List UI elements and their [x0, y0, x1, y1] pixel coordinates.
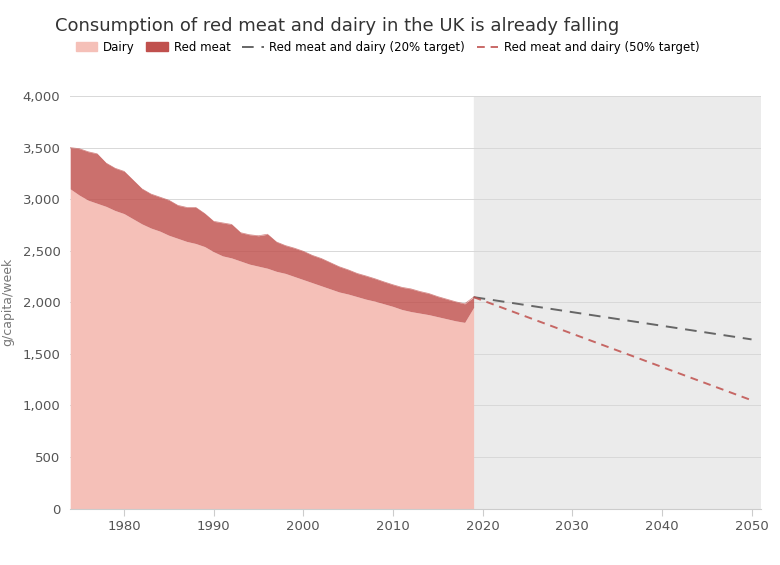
Legend: Dairy, Red meat, Red meat and dairy (20% target), Red meat and dairy (50% target: Dairy, Red meat, Red meat and dairy (20%… [71, 36, 704, 58]
Y-axis label: g/capita/week: g/capita/week [2, 258, 14, 346]
Text: Consumption of red meat and dairy in the UK is already falling: Consumption of red meat and dairy in the… [55, 17, 619, 35]
Bar [473, 96, 778, 508]
